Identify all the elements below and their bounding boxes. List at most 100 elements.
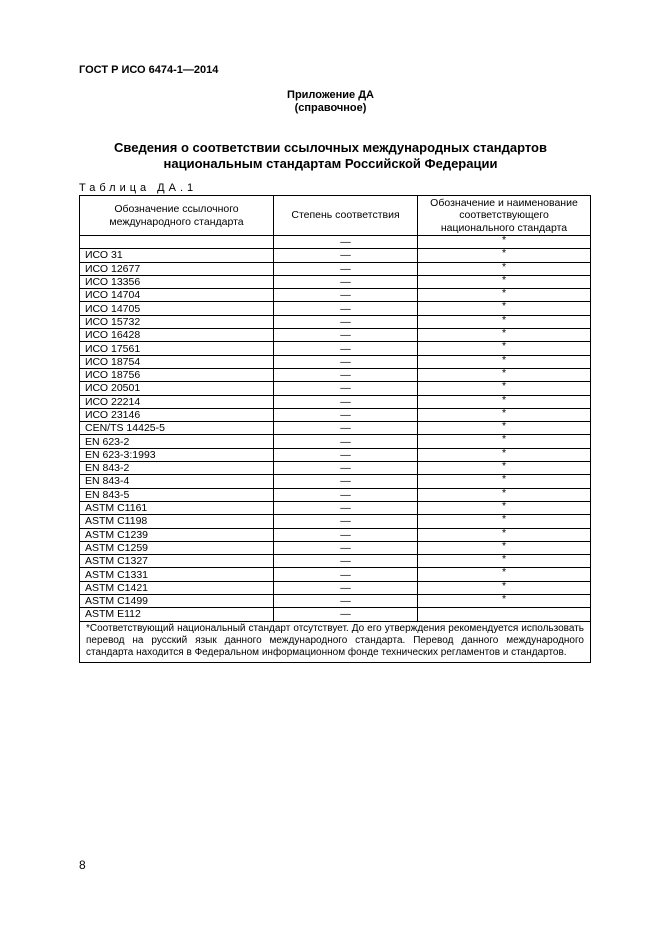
table-row: ASTM E112—	[79, 607, 591, 622]
table-row: EN 843-2— *	[79, 461, 591, 476]
standard-code: ИСО 14705	[79, 301, 274, 316]
table-footnote: *Соответствующий национальный стандарт о…	[79, 620, 591, 663]
section-title-line: Сведения о соответствии ссылочных междун…	[114, 140, 547, 155]
standard-code: ИСО 20501	[79, 381, 274, 396]
table-row: ИСО 31— *	[79, 248, 591, 263]
table-row: ИСО 16428— *	[79, 328, 591, 343]
table-caption: Таблица ДА.1	[79, 182, 198, 194]
standard-code: ИСО 23146	[79, 407, 274, 423]
conformity-degree: —	[273, 367, 418, 383]
standard-code: EN 843-5	[79, 487, 274, 502]
standard-code: ИСО 15732	[79, 314, 274, 330]
standard-code: ASTM C1161	[79, 500, 274, 516]
conformity-degree: —	[273, 381, 418, 396]
conformity-degree: —	[273, 554, 418, 569]
standard-code: ASTM C1499	[79, 594, 274, 609]
table-row: — *	[79, 234, 591, 250]
conformity-degree: —	[273, 421, 418, 436]
table-row: ИСО 22214— *	[79, 394, 591, 409]
table-row: ASTM C1259— *	[79, 540, 591, 556]
national-standard: *	[417, 594, 591, 609]
standard-code: CEN/TS 14425-5	[79, 421, 274, 436]
conformity-degree: —	[273, 567, 418, 582]
table-row: ASTM C1499— *	[79, 594, 591, 609]
table-row: ИСО 14705— *	[79, 301, 591, 316]
table-header-row: Обозначение ссылочного международного ст…	[79, 195, 591, 236]
standard-code: ИСО 17561	[79, 341, 274, 356]
conformity-degree: —	[273, 354, 418, 369]
standard-code: ИСО 16428	[79, 328, 274, 343]
table-row: ASTM C1327— *	[79, 554, 591, 569]
standard-code	[79, 234, 274, 250]
table-row: ИСО 12677— *	[79, 261, 591, 276]
column-header: Степень соответствия	[273, 195, 418, 236]
standard-code: ИСО 31	[79, 248, 274, 263]
table-row: ИСО 23146— *	[79, 407, 591, 423]
table-row: ASTM C1198— *	[79, 514, 591, 529]
conformity-degree: —	[273, 447, 418, 463]
table-row: ИСО 17561— *	[79, 341, 591, 356]
table-row: ИСО 18754— *	[79, 354, 591, 369]
table-row: ASTM C1161— *	[79, 500, 591, 516]
standard-code: ASTM C1259	[79, 540, 274, 556]
annex-title: Приложение ДА	[287, 89, 374, 101]
conformity-degree: —	[273, 580, 418, 596]
standard-code: ИСО 22214	[79, 394, 274, 409]
standard-code: ИСО 18754	[79, 354, 274, 369]
conformity-degree: —	[273, 314, 418, 330]
conformity-degree: —	[273, 540, 418, 556]
table-row: ASTM C1421— *	[79, 580, 591, 596]
standard-code: EN 843-2	[79, 461, 274, 476]
conformity-degree: —	[273, 288, 418, 303]
standard-code: ИСО 18756	[79, 367, 274, 383]
conformity-degree: —	[273, 234, 418, 250]
table-row: EN 623-2— *	[79, 434, 591, 449]
conformity-degree: —	[273, 261, 418, 276]
section-title-line: национальным стандартам Российской Федер…	[163, 156, 498, 171]
standard-code: ASTM C1327	[79, 554, 274, 569]
column-header: Обозначение и наименование соответствующ…	[417, 195, 591, 236]
section-title: Сведения о соответствии ссылочных междун…	[0, 140, 661, 172]
conformity-degree: —	[273, 434, 418, 449]
conformity-degree: —	[273, 328, 418, 343]
table-row: ИСО 13356— *	[79, 274, 591, 290]
table-row: ИСО 20501— *	[79, 381, 591, 396]
conformity-degree: —	[273, 474, 418, 489]
conformity-degree: —	[273, 407, 418, 423]
table-row: ИСО 18756— *	[79, 367, 591, 383]
conformity-degree: —	[273, 527, 418, 542]
table-row: ASTM C1239— *	[79, 527, 591, 542]
standard-code: EN 843-4	[79, 474, 274, 489]
table-row: EN 843-5— *	[79, 487, 591, 502]
conformity-degree: —	[273, 514, 418, 529]
standard-code: EN 623-3:1993	[79, 447, 274, 463]
page-number: 8	[79, 858, 86, 872]
standard-code: ASTM C1421	[79, 580, 274, 596]
table-row: EN 623-3:1993— *	[79, 447, 591, 463]
conformity-degree: —	[273, 248, 418, 263]
national-standard	[417, 607, 591, 622]
conformity-degree: —	[273, 594, 418, 609]
conformity-degree: —	[273, 500, 418, 516]
table-row: EN 843-4— *	[79, 474, 591, 489]
conformity-degree: —	[273, 607, 418, 622]
conformity-degree: —	[273, 461, 418, 476]
table-row: ИСО 14704— *	[79, 288, 591, 303]
standard-code: ИСО 12677	[79, 261, 274, 276]
table-row: ASTM C1331— *	[79, 567, 591, 582]
annex-subtitle: (справочное)	[294, 102, 367, 114]
conformity-degree: —	[273, 487, 418, 502]
standard-code: ASTM C1239	[79, 527, 274, 542]
table-row: CEN/TS 14425-5— *	[79, 421, 591, 436]
document-header: ГОСТ Р ИСО 6474-1—2014	[79, 64, 219, 76]
standard-code: ASTM E112	[79, 607, 274, 622]
conformity-degree: —	[273, 274, 418, 290]
conformity-degree: —	[273, 301, 418, 316]
standard-code: ИСО 13356	[79, 274, 274, 290]
standard-code: ASTM C1198	[79, 514, 274, 529]
conformity-degree: —	[273, 394, 418, 409]
standard-code: ИСО 14704	[79, 288, 274, 303]
conformity-degree: —	[273, 341, 418, 356]
standard-code: EN 623-2	[79, 434, 274, 449]
